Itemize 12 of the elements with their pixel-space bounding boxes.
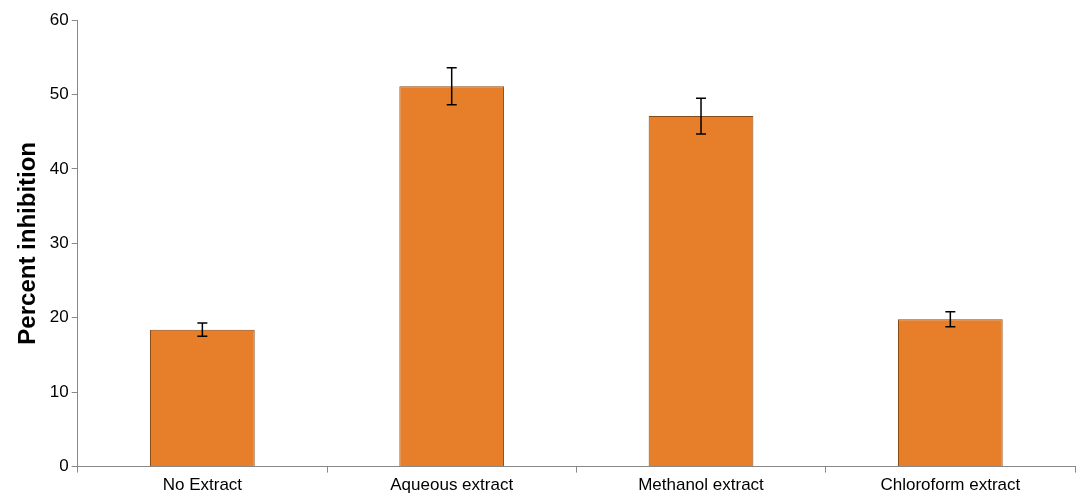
y-tick-label: 20 [49,307,69,327]
y-tick-label: 60 [49,9,69,29]
x-tick-label: No Extract [162,475,243,495]
x-tick-label: Chloroform extract [880,475,1021,495]
y-tick-label: 0 [59,456,69,476]
y-axis-title: Percent inhibition [13,141,41,345]
x-tick-label: Methanol extract [638,475,765,495]
y-tick-label: 40 [49,158,69,178]
y-tick-label: 10 [49,381,69,401]
y-tick-label: 30 [49,232,69,252]
y-tick-label: 50 [49,84,69,104]
x-tick-label: Aqueous extract [390,475,514,495]
